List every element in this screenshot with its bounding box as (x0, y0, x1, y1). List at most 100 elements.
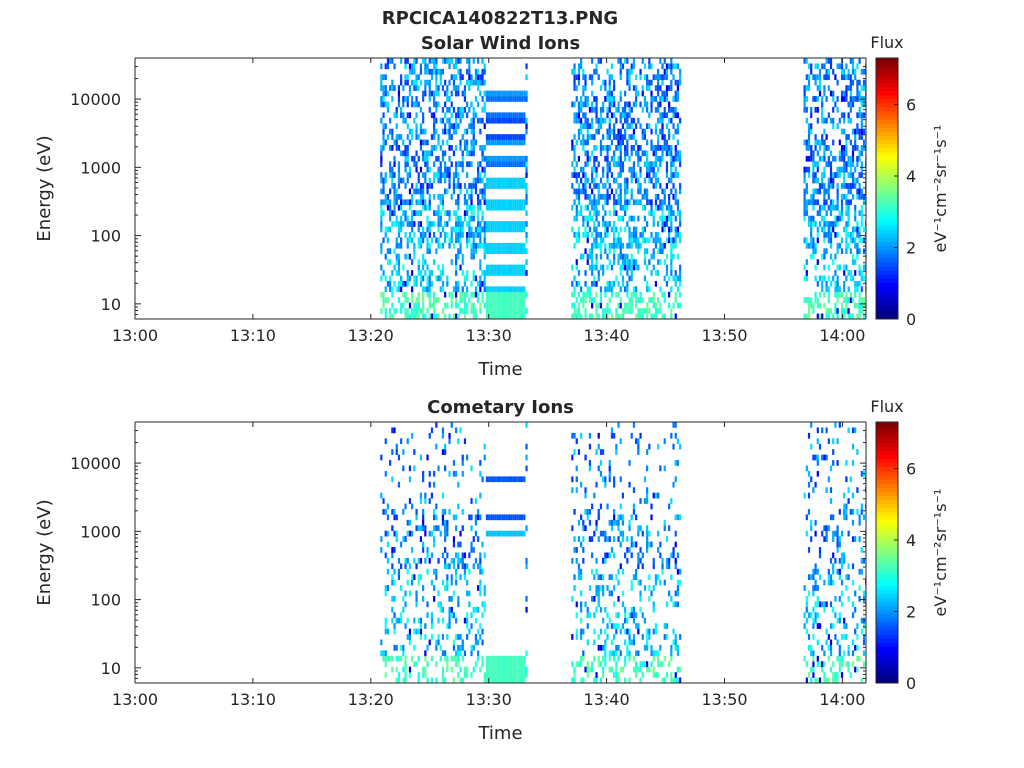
heatmap-cell (659, 308, 662, 314)
heatmap-cell (807, 172, 811, 178)
heatmap-cell (845, 302, 848, 309)
heatmap-cell (433, 297, 436, 303)
heatmap-cell (575, 117, 578, 124)
heatmap-cell (424, 58, 427, 64)
heatmap-cell (474, 661, 478, 667)
heatmap-cell (676, 650, 680, 657)
heatmap-cell (602, 172, 605, 178)
heatmap-cell (485, 177, 489, 184)
y-tick-label: 100 (90, 591, 121, 610)
heatmap-cell (444, 465, 447, 472)
heatmap-cell (393, 210, 396, 216)
heatmap-cell (843, 264, 846, 271)
heatmap-cell (646, 150, 649, 157)
heatmap-cell (505, 112, 508, 119)
heatmap-cell (459, 530, 462, 537)
heatmap-cell (494, 677, 497, 683)
heatmap-cell (505, 270, 508, 276)
heatmap-cell (430, 427, 434, 434)
heatmap-cell (823, 226, 826, 233)
heatmap-cell (816, 601, 819, 608)
heatmap-cell (652, 183, 655, 189)
heatmap-cell (812, 672, 815, 678)
heatmap-cell (516, 270, 519, 276)
heatmap-cell (488, 226, 491, 233)
heatmap-cell (450, 297, 453, 303)
heatmap-cell (823, 302, 826, 309)
heatmap-cell (829, 514, 833, 521)
heatmap-cell (384, 672, 387, 678)
heatmap-cell (525, 221, 528, 227)
heatmap-cell (643, 150, 647, 157)
heatmap-cell (518, 297, 522, 303)
heatmap-cell (840, 302, 844, 309)
heatmap-cell (439, 270, 442, 276)
heatmap-cell (411, 68, 414, 75)
heatmap-cell (591, 215, 594, 222)
heatmap-cell (485, 286, 489, 293)
heatmap-cell (448, 470, 451, 477)
heatmap-cell (836, 106, 839, 113)
heatmap-cell (597, 443, 600, 450)
heatmap-cell (472, 79, 475, 86)
heatmap-cell (580, 166, 583, 173)
heatmap-cell (652, 166, 655, 173)
heatmap-cell (468, 74, 471, 81)
heatmap-cell (597, 585, 600, 591)
heatmap-cell (586, 259, 589, 265)
heatmap-cell (593, 199, 596, 206)
heatmap-cell (479, 232, 482, 238)
heatmap-cell (417, 297, 420, 303)
heatmap-cell (439, 79, 442, 86)
heatmap-cell (518, 139, 522, 146)
heatmap-cell (580, 286, 583, 293)
heatmap-cell (604, 628, 607, 635)
heatmap-cell (825, 639, 828, 646)
heatmap-cell (635, 232, 638, 238)
heatmap-cell (466, 308, 469, 314)
heatmap-cell (419, 199, 423, 206)
heatmap-cell (457, 481, 460, 488)
heatmap-cell (523, 221, 526, 227)
heatmap-cell (812, 617, 815, 624)
heatmap-cell (619, 150, 622, 157)
heatmap-cell (613, 519, 616, 526)
heatmap-cell (490, 476, 493, 483)
heatmap-cell (599, 150, 603, 157)
heatmap-cell (426, 661, 429, 667)
heatmap-cell (862, 85, 866, 91)
heatmap-cell (512, 226, 515, 233)
heatmap-cell (411, 63, 414, 70)
heatmap-cell (663, 215, 666, 222)
heatmap-cell (501, 242, 504, 249)
heatmap-cell (621, 590, 625, 597)
heatmap-cell (577, 449, 581, 455)
heatmap-cell (818, 547, 822, 553)
heatmap-cell (657, 221, 660, 227)
heatmap-cell (470, 101, 473, 108)
heatmap-cell (834, 530, 837, 537)
heatmap-cell (457, 112, 460, 119)
colorbar-segment (876, 131, 898, 136)
heatmap-cell (582, 101, 585, 108)
heatmap-cell (825, 530, 828, 537)
heatmap-cell (663, 74, 666, 81)
heatmap-cell (406, 96, 409, 102)
heatmap-cell (437, 313, 440, 319)
heatmap-cell (805, 96, 808, 102)
heatmap-cell (597, 536, 600, 542)
heatmap-cell (492, 476, 495, 483)
heatmap-cell (444, 79, 447, 86)
heatmap-cell (626, 101, 629, 108)
heatmap-cell (510, 291, 513, 298)
heatmap-cell (577, 226, 581, 233)
heatmap-cell (679, 232, 682, 238)
heatmap-cell (639, 313, 642, 319)
heatmap-cell (807, 74, 811, 81)
heatmap-cell (395, 134, 398, 140)
heatmap-cell (382, 134, 385, 140)
heatmap-cell (439, 145, 442, 151)
heatmap-cell (635, 123, 638, 129)
heatmap-cell (860, 270, 863, 276)
heatmap-cell (626, 204, 629, 211)
